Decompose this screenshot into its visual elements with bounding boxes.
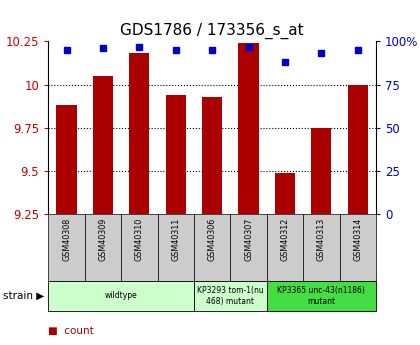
Text: ■  count: ■ count	[48, 326, 94, 336]
Text: GSM40307: GSM40307	[244, 217, 253, 260]
Bar	[348, 85, 368, 214]
Bar	[48, 281, 194, 310]
Bar	[202, 97, 222, 214]
Text: KP3293 tom-1(nu
468) mutant: KP3293 tom-1(nu 468) mutant	[197, 286, 264, 306]
Bar	[121, 214, 158, 281]
Bar	[267, 214, 303, 281]
Bar	[85, 214, 121, 281]
Bar	[339, 214, 376, 281]
Text: GSM40310: GSM40310	[135, 217, 144, 260]
Bar	[48, 214, 85, 281]
Bar	[239, 43, 259, 214]
Text: GSM40312: GSM40312	[281, 217, 289, 260]
Bar	[311, 128, 331, 214]
Bar	[194, 214, 230, 281]
Bar	[194, 281, 267, 310]
Bar	[275, 172, 295, 214]
Bar	[267, 281, 376, 310]
Text: wildtype: wildtype	[105, 291, 137, 300]
Text: GSM40313: GSM40313	[317, 217, 326, 260]
Bar	[303, 214, 339, 281]
Title: GDS1786 / 173356_s_at: GDS1786 / 173356_s_at	[120, 22, 304, 39]
Text: strain ▶: strain ▶	[3, 291, 44, 301]
Bar	[230, 214, 267, 281]
Bar	[93, 76, 113, 214]
Text: GSM40314: GSM40314	[353, 217, 362, 260]
Bar	[129, 53, 150, 214]
Bar	[57, 105, 76, 214]
Bar	[165, 95, 186, 214]
Text: GSM40308: GSM40308	[62, 217, 71, 260]
Text: GSM40311: GSM40311	[171, 217, 180, 260]
Bar	[158, 214, 194, 281]
Text: GSM40306: GSM40306	[207, 217, 217, 260]
Text: KP3365 unc-43(n1186)
mutant: KP3365 unc-43(n1186) mutant	[277, 286, 365, 306]
Text: GSM40309: GSM40309	[98, 217, 108, 260]
